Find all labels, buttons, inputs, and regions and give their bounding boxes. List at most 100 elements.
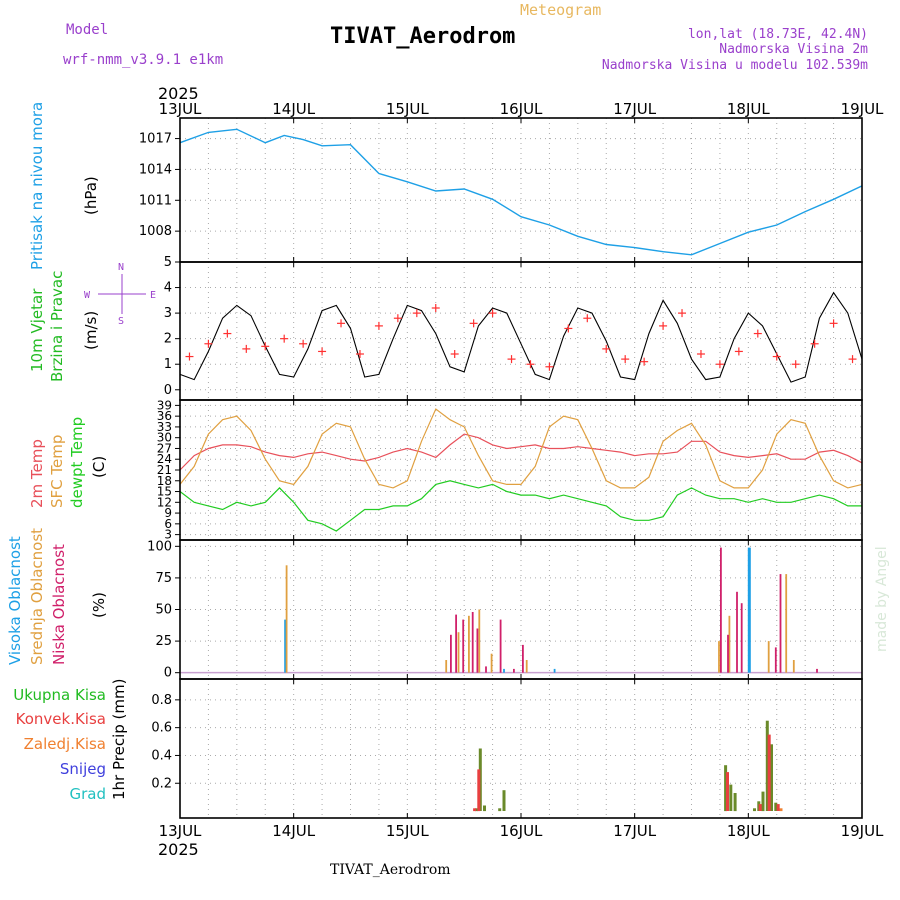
wind-axis-title-1: 10m Vjetar	[28, 288, 46, 372]
gust-marker	[299, 339, 308, 348]
gust-marker	[185, 352, 194, 361]
time-tick-bottom: 19JUL	[841, 822, 884, 840]
total-precip-bar	[724, 765, 728, 812]
conv-precip-bar	[477, 769, 481, 812]
gust-marker	[583, 314, 592, 323]
total-precip-bar	[753, 808, 756, 812]
time-tick-bottom: 13JUL	[159, 822, 202, 840]
temperature-ytick-label: 18	[157, 474, 172, 488]
gust-marker	[734, 347, 743, 356]
wind-ytick-label: 0	[164, 383, 172, 398]
time-tick-bottom: 17JUL	[613, 822, 656, 840]
pressure-panel: 1008 1011 1014 1017	[139, 118, 863, 262]
gust-marker	[318, 347, 327, 356]
low-cloud-bar	[740, 603, 743, 673]
pressure-ytick-label: 1011	[139, 193, 172, 208]
wind-ytick-label: 2	[164, 332, 172, 347]
temp-axis-title-2: SFC Temp	[48, 435, 66, 508]
mid-cloud-bar	[457, 632, 460, 673]
temperature-ytick-label: 30	[157, 431, 172, 445]
high-cloud-bar	[553, 668, 556, 673]
mid-cloud-bar	[728, 615, 731, 673]
mid-cloud-bar	[767, 641, 770, 673]
gust-marker	[564, 324, 573, 333]
pressure-ytick-label: 1014	[139, 162, 172, 177]
temp-axis-title-3: dewpt Temp	[68, 417, 86, 508]
mid-cloud-bar	[490, 653, 493, 673]
time-tick-top: 14JUL	[272, 100, 315, 118]
time-tick-bottom: 16JUL	[500, 822, 543, 840]
precip-legend-conv: Konvek.Kisa	[16, 710, 106, 728]
temperature-ytick-label: 15	[157, 485, 172, 499]
precip-frame	[179, 678, 863, 819]
year-bottom: 2025	[158, 840, 199, 859]
gust-marker	[431, 304, 440, 312]
low-cloud-bar	[736, 591, 738, 673]
temperature-ytick-label: 12	[157, 495, 172, 509]
gust-marker	[412, 309, 421, 318]
low-cloud-bar	[522, 644, 524, 673]
low-cloud-bar	[816, 668, 818, 673]
model-name: wrf-nmm_v3.9.1 e1km	[63, 52, 223, 68]
time-tick-top: 18JUL	[727, 100, 770, 118]
cloud-unit: (%)	[90, 592, 108, 618]
wind-unit: (m/s)	[82, 311, 100, 350]
time-tick-bottom: 15JUL	[386, 822, 429, 840]
temperature-ytick-label: 24	[157, 452, 172, 466]
conv-precip-bar	[767, 734, 771, 811]
gust-marker	[715, 360, 724, 369]
low-cloud-bar	[727, 634, 729, 673]
total-precip-bar	[774, 802, 778, 811]
low-cloud-bar	[720, 547, 722, 673]
gust-marker	[242, 344, 251, 353]
credit-label: made by Angel	[874, 546, 890, 652]
wind-ytick-label: 4	[164, 281, 172, 296]
sfc-temp-line	[179, 408, 863, 489]
pressure-frame	[179, 117, 863, 263]
gust-marker	[545, 362, 554, 371]
total-precip-bar	[765, 720, 769, 811]
precip-legend-hail: Grad	[69, 785, 106, 803]
conv-precip-bar	[758, 804, 762, 811]
gust-marker	[640, 357, 649, 366]
gust-marker	[337, 319, 346, 328]
total-precip-bar	[761, 791, 765, 812]
pressure-unit: (hPa)	[82, 176, 100, 215]
low-cloud-bar	[499, 619, 502, 673]
total-precip-bar	[502, 790, 506, 811]
temperature-ytick-label: 39	[157, 398, 172, 412]
time-tick-top: 16JUL	[500, 100, 543, 118]
low-cloud-bar	[485, 666, 487, 673]
conv-precip-bar	[776, 804, 780, 811]
temp-2m-line	[179, 433, 863, 471]
gust-marker	[810, 339, 819, 348]
wind-axis-title-2: Brzina i Pravac	[48, 271, 66, 382]
dir-legend-w: W	[84, 290, 91, 301]
precip-legend-snow: Snijeg	[60, 760, 106, 778]
total-precip-bar	[770, 744, 773, 811]
gust-marker	[488, 309, 497, 318]
low-cloud-bar	[450, 634, 452, 673]
altitude-label: Nadmorska Visina 2m	[719, 42, 868, 57]
low-cloud-bar	[471, 612, 474, 673]
gust-marker	[621, 355, 630, 364]
temperature-ytick-label: 6	[164, 517, 172, 531]
total-precip-bar	[498, 808, 502, 812]
dir-legend-s: S	[118, 316, 124, 327]
gust-marker	[848, 355, 857, 364]
frozen-precip-bar	[779, 808, 783, 812]
clouds-ytick-label: 25	[155, 634, 172, 649]
cloud-axis-title-3: Niska Oblacnost	[50, 544, 68, 665]
wind-ytick-label: 5	[164, 255, 172, 270]
conv-precip-bar	[473, 808, 477, 812]
gust-marker	[791, 360, 800, 369]
cloud-axis-title-2: Srednja Oblacnost	[28, 528, 46, 665]
total-precip-bar	[729, 784, 733, 811]
gust-marker	[204, 339, 213, 348]
gust-marker	[280, 334, 289, 343]
gust-marker	[507, 355, 516, 364]
conv-precip-bar	[726, 772, 729, 811]
y-axis-titles: Pritisak na nivou mora (hPa) 10m Vjetar …	[6, 102, 128, 803]
footer-station: TIVAT_Aerodrom	[330, 862, 451, 878]
